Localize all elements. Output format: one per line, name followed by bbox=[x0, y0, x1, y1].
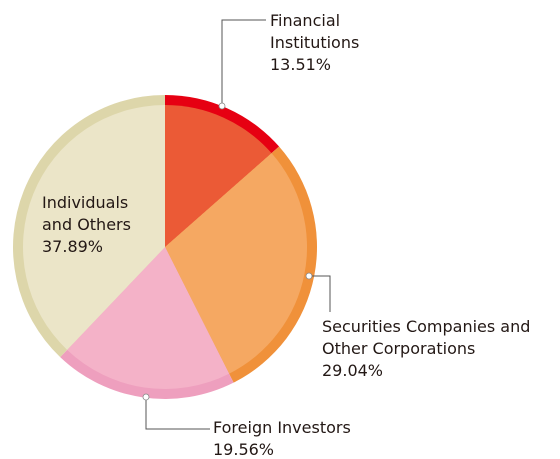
slice bbox=[23, 105, 165, 350]
category-label: Financial Institutions bbox=[270, 11, 360, 52]
value-label: 13.51% bbox=[270, 55, 332, 74]
leader-line bbox=[221, 19, 266, 106]
slice bbox=[165, 153, 307, 374]
leader-dot bbox=[218, 102, 226, 110]
slice-label: Financial Institutions 13.51% bbox=[270, 10, 375, 76]
category-label: Foreign Investors bbox=[213, 418, 351, 437]
slice-label: Securities Companies and Other Corporati… bbox=[322, 316, 558, 382]
value-label: 19.56% bbox=[213, 440, 275, 459]
leader-line bbox=[145, 397, 210, 430]
leader-line bbox=[309, 275, 331, 312]
value-label: 29.04% bbox=[322, 361, 384, 380]
slice bbox=[67, 247, 230, 389]
slice bbox=[165, 105, 272, 247]
leader-dot bbox=[305, 272, 313, 280]
slice-label: Individuals and Others 37.89% bbox=[42, 192, 154, 258]
category-label: Securities Companies and Other Corporati… bbox=[322, 317, 531, 358]
category-label: Individuals and Others bbox=[42, 193, 131, 234]
leader-dot bbox=[142, 393, 150, 401]
value-label: 37.89% bbox=[42, 237, 104, 256]
slice-label: Foreign Investors 19.56% bbox=[213, 417, 433, 459]
